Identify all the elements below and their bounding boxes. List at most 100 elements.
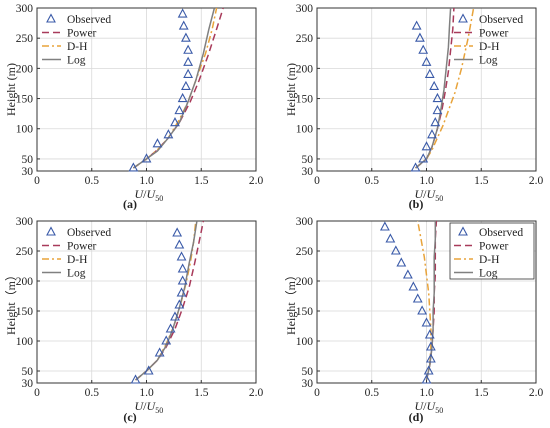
observed-point xyxy=(408,281,419,291)
x-axis-label-sub: 50 xyxy=(435,194,443,203)
x-axis-label: U/U50 xyxy=(415,187,444,203)
series-line-log xyxy=(415,7,452,169)
x-tick-label: 0 xyxy=(34,175,40,187)
x-tick-label: 0.5 xyxy=(85,387,100,399)
x-tick-label: 1.5 xyxy=(194,175,209,187)
x-axis-label-slash: / xyxy=(423,187,427,201)
y-tick-label: 300 xyxy=(296,216,314,228)
x-tick-label: 1.0 xyxy=(419,175,434,187)
observed-point xyxy=(170,311,180,321)
series-line-log xyxy=(135,220,198,381)
y-tick-label: 150 xyxy=(16,306,34,318)
legend-observed-marker xyxy=(46,226,56,236)
legend-dh-label: D-H xyxy=(67,254,87,266)
observed-point xyxy=(421,141,432,151)
x-tick-label: 0.5 xyxy=(85,175,100,187)
observed-point xyxy=(430,117,441,127)
legend-dh-label: D-H xyxy=(67,41,87,53)
y-tick-label: 100 xyxy=(296,336,314,348)
observed-point xyxy=(181,80,191,91)
y-tick-label: 100 xyxy=(296,124,314,136)
series-line-dh xyxy=(132,7,218,169)
observed-point xyxy=(412,293,423,303)
x-tick-label: 2.0 xyxy=(249,387,264,399)
observed-point xyxy=(154,347,165,357)
observed-point xyxy=(177,92,188,103)
observed-point xyxy=(161,335,172,345)
observed-point xyxy=(425,341,436,351)
y-tick-label: 200 xyxy=(16,63,34,75)
observed-point xyxy=(418,153,429,163)
legend-dh-label: D-H xyxy=(479,254,499,266)
observed-point xyxy=(141,153,152,163)
observed-point xyxy=(390,245,401,255)
legend-power-label: Power xyxy=(479,241,509,253)
y-tick-label: 150 xyxy=(296,306,314,318)
y-tick-label: 300 xyxy=(16,216,34,228)
observed-point xyxy=(418,44,429,54)
observed-point xyxy=(417,305,428,315)
y-tick-label: 200 xyxy=(16,276,34,288)
x-axis-label-slash: / xyxy=(143,187,147,201)
x-tick-label: 1.5 xyxy=(474,175,489,187)
y-tick-label: 100 xyxy=(16,124,34,136)
y-tick-label: 50 xyxy=(302,366,314,378)
legend-log-label: Log xyxy=(67,55,86,67)
x-tick-label: 0 xyxy=(314,175,320,187)
legend-power-label: Power xyxy=(479,28,509,40)
observed-point xyxy=(177,8,188,18)
y-tick-label: 50 xyxy=(22,154,34,166)
observed-point xyxy=(174,104,185,115)
x-axis-label-den: U xyxy=(147,399,157,413)
x-tick-label: 2.0 xyxy=(529,387,544,399)
y-tick-label: 150 xyxy=(296,94,314,106)
y-axis-label: Height (m) xyxy=(4,63,18,116)
observed-point xyxy=(128,162,139,172)
x-tick-label: 2.0 xyxy=(529,175,544,187)
x-tick-label: 1.0 xyxy=(419,387,434,399)
observed-point xyxy=(178,20,189,30)
x-axis-label-main: U xyxy=(415,399,425,413)
x-tick-label: 2.0 xyxy=(249,175,264,187)
series-line-dh xyxy=(135,220,197,381)
legend-power-label: Power xyxy=(67,28,97,40)
series-line-log xyxy=(132,7,216,169)
y-tick-label: 250 xyxy=(16,246,34,258)
observed-point xyxy=(396,257,407,267)
chart-panel-4: 0 0.5 1.0 1.5 2.03050100150200250300Height（m… xyxy=(284,216,543,424)
observed-point xyxy=(423,365,434,375)
legend-dh-label: D-H xyxy=(479,41,499,53)
observed-point xyxy=(174,239,185,249)
observed-point xyxy=(424,329,435,339)
y-axis-label: Height（m） xyxy=(4,269,18,335)
observed-point xyxy=(410,162,421,172)
observed-point xyxy=(427,129,437,139)
legend-log-label: Log xyxy=(479,268,498,280)
y-tick-label: 30 xyxy=(302,378,314,390)
observed-point xyxy=(176,287,187,297)
x-axis-label-main: U xyxy=(135,187,145,201)
observed-point xyxy=(411,20,422,30)
observed-point xyxy=(379,221,390,231)
y-tick-label: 50 xyxy=(22,366,34,378)
observed-point xyxy=(163,129,174,139)
observed-point xyxy=(183,68,194,78)
panel-caption: (a) xyxy=(123,197,137,211)
chart-panel-3: 0 0.5 1.0 1.5 2.03050100150200250300Height（m… xyxy=(4,216,263,424)
x-axis-label-slash: / xyxy=(143,399,147,413)
x-axis-label-den: U xyxy=(427,187,437,201)
panel-caption: (b) xyxy=(409,197,424,211)
observed-point xyxy=(130,374,141,384)
observed-point xyxy=(421,56,432,66)
observed-point xyxy=(385,233,396,243)
y-tick-label: 30 xyxy=(302,166,314,178)
y-axis-label: Height (m) xyxy=(284,63,298,116)
observed-point xyxy=(432,104,443,115)
x-tick-label: 0.5 xyxy=(365,387,380,399)
observed-point xyxy=(421,374,432,384)
y-tick-label: 250 xyxy=(16,33,34,45)
